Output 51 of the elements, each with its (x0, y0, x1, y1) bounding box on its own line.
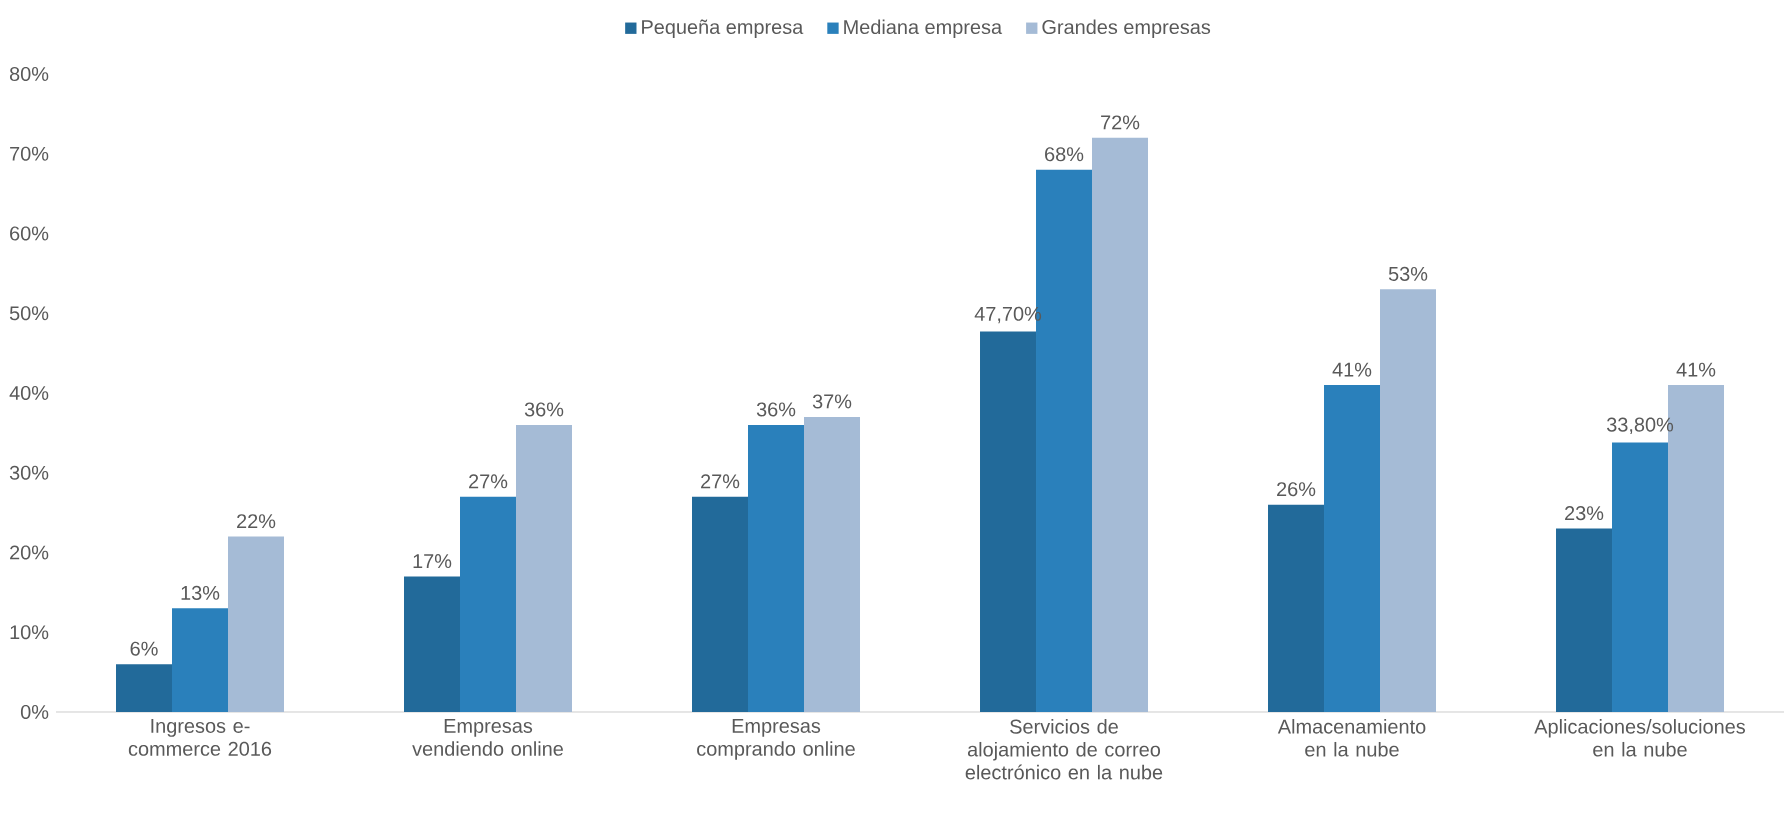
data-label: 53% (1388, 266, 1428, 281)
y-tick-label: 50% (9, 306, 49, 321)
data-label: 41% (1676, 362, 1716, 377)
x-tick-label: Aplicaciones/soluciones en la nube (1534, 719, 1746, 757)
data-label: 22% (237, 514, 276, 529)
bar (404, 576, 460, 712)
data-label: 68% (1045, 147, 1084, 162)
bar (116, 664, 172, 712)
data-label: 26% (1277, 482, 1316, 497)
data-label: 27% (701, 474, 740, 489)
bar (980, 331, 1037, 712)
y-tick-label: 80% (9, 66, 49, 82)
bar (1268, 504, 1325, 712)
x-tick-label: Empresas vendiendo online (412, 719, 563, 756)
x-tick-label: Empresas comprando online (697, 719, 855, 760)
data-label: 13% (181, 585, 220, 600)
y-tick-label: 60% (10, 226, 49, 241)
data-label: 37% (812, 394, 852, 409)
data-label: 27% (469, 474, 508, 489)
bar (692, 496, 748, 712)
data-label: 6% (130, 641, 158, 656)
y-tick-label: 40% (9, 385, 49, 401)
bar (516, 424, 572, 712)
legend-label: Mediana empresa (844, 19, 1003, 39)
legend-label: Grandes empresas (1042, 19, 1211, 39)
bar (228, 536, 284, 712)
bar (1380, 289, 1437, 712)
data-label: 36% (756, 402, 796, 417)
bar (748, 424, 805, 712)
y-tick-label: 20% (10, 545, 49, 560)
bar (460, 496, 516, 712)
legend-label: Pequeña empresa (642, 19, 804, 38)
x-tick-label: Ingresos e-commerce 2016 (128, 719, 272, 756)
bar (1612, 442, 1669, 712)
data-label: 72% (1101, 115, 1140, 130)
y-tick-label: 70% (10, 146, 49, 161)
x-tick-label: Servicios de alojamiento de correo electrónico en la nube (965, 719, 1163, 780)
data-label: 41% (1332, 362, 1372, 377)
bar (1556, 528, 1613, 712)
bar (172, 608, 228, 712)
data-label: 17% (413, 554, 452, 569)
data-label: 23% (1565, 506, 1604, 521)
y-tick-label: 10% (10, 625, 49, 640)
x-tick-label: Almacenamiento en la nube (1277, 719, 1426, 757)
data-label: 33,80% (1606, 417, 1674, 435)
data-label: 36% (524, 402, 564, 417)
bar (804, 416, 861, 712)
y-tick-label: 0% (20, 704, 49, 720)
bar (1092, 137, 1149, 712)
y-tick-label: 30% (9, 465, 49, 480)
bar (1324, 385, 1381, 712)
